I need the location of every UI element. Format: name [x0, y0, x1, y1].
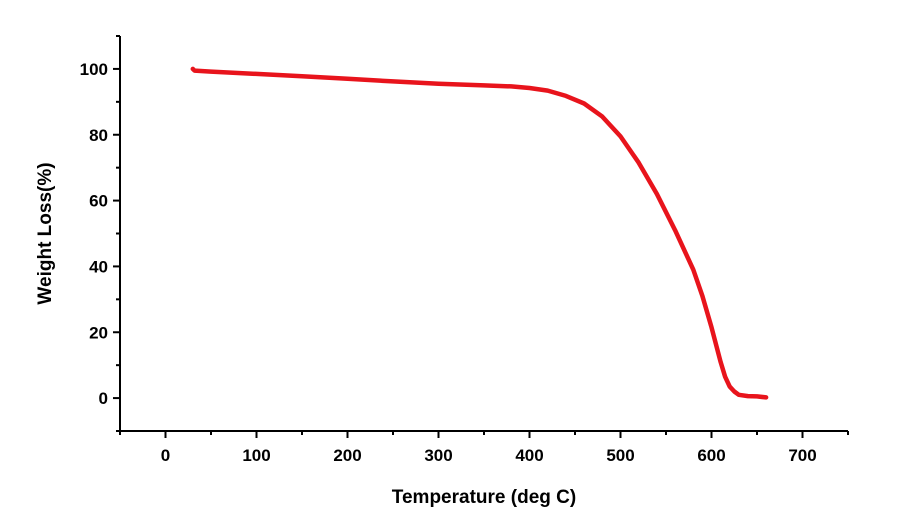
x-tick-label: 700 [788, 446, 816, 465]
x-tick-label: 600 [697, 446, 725, 465]
x-tick-label: 100 [242, 446, 270, 465]
y-axis-title: Weight Loss(%) [35, 162, 56, 304]
y-tick-label: 100 [80, 60, 108, 79]
x-tick-label: 500 [606, 446, 634, 465]
y-tick-label: 0 [99, 389, 108, 408]
x-tick-label: 300 [424, 446, 452, 465]
x-tick-label: 200 [333, 446, 361, 465]
y-tick-label: 80 [89, 126, 108, 145]
x-tick-label: 400 [515, 446, 543, 465]
x-tick-label: 0 [161, 446, 170, 465]
y-tick-label: 20 [89, 323, 108, 342]
y-tick-label: 40 [89, 257, 108, 276]
x-axis-ticks: 0 100 200 300 400 500 600 700 [119, 431, 849, 465]
plot-frame [119, 36, 848, 432]
x-axis-title: Temperature (deg C) [392, 487, 576, 508]
y-axis-ticks: 0 20 40 60 80 100 [80, 35, 120, 432]
series-line-1 [190, 66, 769, 400]
y-tick-label: 60 [89, 192, 108, 211]
series-layer [190, 66, 769, 400]
